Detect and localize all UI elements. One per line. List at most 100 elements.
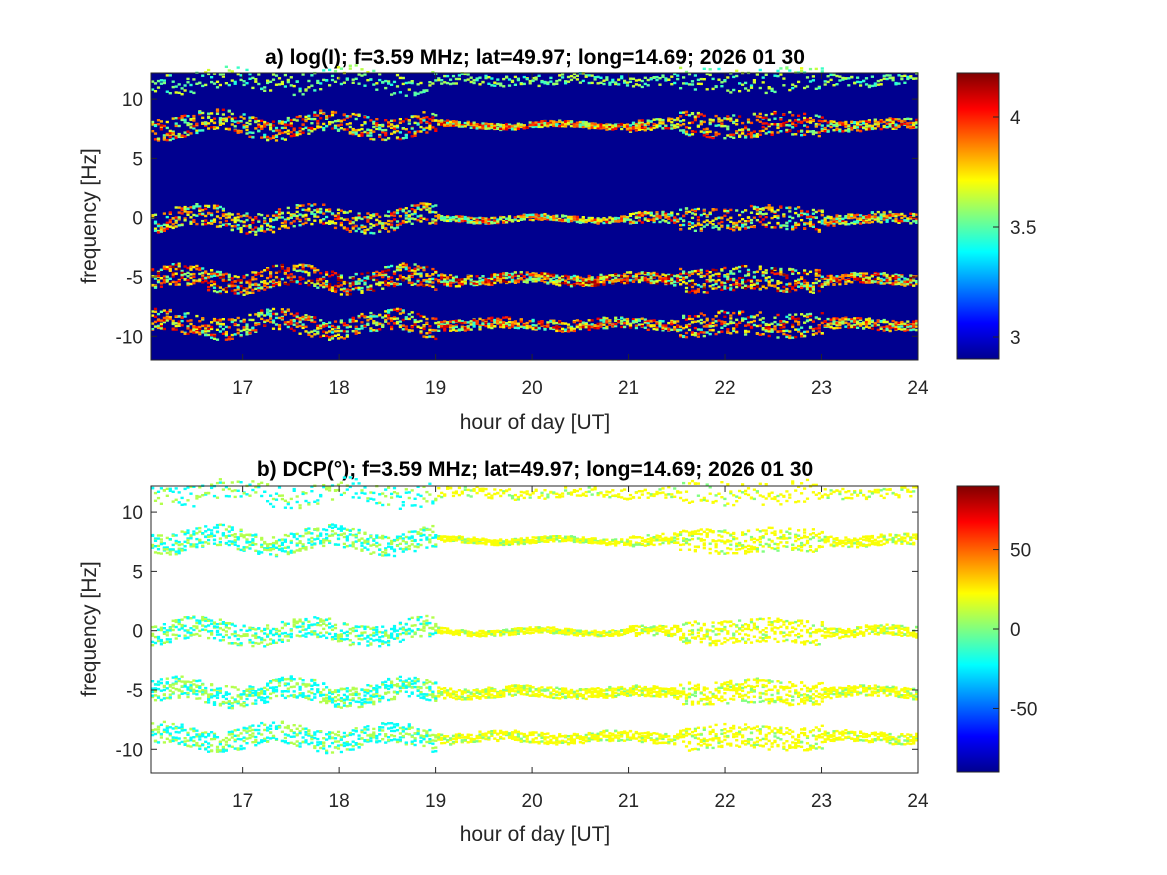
spectrum-cell <box>699 113 703 116</box>
spectrum-cell <box>263 281 267 284</box>
spectrum-cell <box>316 268 320 272</box>
spectrum-cell <box>292 267 296 270</box>
spectrum-cell <box>333 284 338 288</box>
spectrum-cell <box>156 137 161 140</box>
spectrum-cell <box>316 332 320 335</box>
spectrum-cell <box>859 272 863 275</box>
spectrum-cell <box>623 273 627 276</box>
spectrum-cell <box>443 279 447 283</box>
spectrum-cell <box>708 271 712 274</box>
spectrum-cell <box>696 272 700 276</box>
spectrum-cell <box>339 288 343 291</box>
spectrum-cell <box>596 219 600 222</box>
spectrum-cell <box>271 284 276 287</box>
spectrum-cell <box>841 217 845 220</box>
spectrum-cell <box>803 269 807 272</box>
spectrum-cell <box>325 221 329 225</box>
spectrum-cell <box>655 274 659 277</box>
spectrum-cell <box>257 123 261 126</box>
spectrum-cell <box>593 126 597 130</box>
spectrum-cell <box>699 271 703 274</box>
spectrum-cell <box>593 283 597 286</box>
spectrum-cell <box>867 128 871 131</box>
spectrum-cell <box>614 273 618 276</box>
spectrum-cell <box>505 273 509 277</box>
spectrum-cell <box>664 126 668 130</box>
spectrum-cell <box>292 323 296 326</box>
spectrum-cell <box>428 124 432 127</box>
spectrum-cell <box>761 129 765 132</box>
spectrum-cell <box>280 137 284 140</box>
spectrum-cell <box>682 219 686 222</box>
spectrum-cell <box>177 124 181 128</box>
spectrum-cell <box>575 215 579 219</box>
spectrum-cell <box>153 315 158 318</box>
spectrum-cell <box>339 67 343 70</box>
spectrum-cell <box>658 278 662 282</box>
spectrum-cell <box>906 77 910 81</box>
spectrum-cell <box>800 211 804 215</box>
spectrum-cell <box>555 121 559 124</box>
spectrum-cell <box>183 217 187 220</box>
spectrum-cell <box>416 265 420 268</box>
spectrum-cell <box>348 220 352 223</box>
spectrum-cell <box>507 218 512 221</box>
spectrum-cell <box>248 331 252 335</box>
spectrum-cell <box>705 135 709 139</box>
spectrum-cell <box>348 210 352 213</box>
spectrum-cell <box>909 216 913 219</box>
spectrum-cell <box>186 115 190 118</box>
spectrum-cell <box>522 279 526 282</box>
spectrum-cell <box>289 319 293 322</box>
spectrum-cell <box>201 208 205 212</box>
spectrum-cell <box>384 269 388 273</box>
spectrum-cell <box>738 90 742 93</box>
spectrum-cell <box>431 277 435 281</box>
spectrum-cell <box>732 222 736 225</box>
spectrum-cell <box>271 136 276 139</box>
spectrum-cell <box>791 86 795 90</box>
spectrum-cell <box>611 282 615 285</box>
spectrum-cell <box>572 277 576 280</box>
spectrum-cell <box>378 135 382 138</box>
spectrum-cell <box>811 130 815 133</box>
spectrum-cell <box>286 129 290 132</box>
spectrum-cell <box>263 217 267 220</box>
spectrum-cell <box>416 206 420 209</box>
spectrum-cell <box>634 79 638 82</box>
spectrum-cell <box>510 125 515 128</box>
spectrum-cell <box>708 73 712 77</box>
spectrum-cell <box>195 328 199 331</box>
spectrum-cell <box>844 280 848 283</box>
spectrum-cell <box>283 131 287 134</box>
spectrum-cell <box>422 217 426 220</box>
spectrum-cell <box>906 219 910 222</box>
spectrum-cell <box>758 207 762 211</box>
spectrum-cell <box>446 216 450 219</box>
spectrum-cell <box>212 218 217 221</box>
spectrum-cell <box>909 283 913 286</box>
spectrum-cell <box>151 130 155 133</box>
spectrum-cell <box>322 325 326 328</box>
spectrum-cell <box>717 272 721 275</box>
spectrum-cell <box>684 113 689 116</box>
spectrum-cell <box>829 78 833 82</box>
spectrum-cell <box>165 225 169 228</box>
spectrum-cell <box>749 84 754 87</box>
spectrum-cell <box>832 129 836 132</box>
spectrum-cell <box>221 223 225 226</box>
spectrum-cell <box>298 316 302 320</box>
spectrum-cell <box>496 275 500 278</box>
spectrum-cell <box>192 91 196 95</box>
spectrum-cell <box>507 215 512 218</box>
spectrum-cell <box>387 137 391 140</box>
spectrum-cell <box>251 276 255 279</box>
spectrum-cell <box>785 227 789 231</box>
spectrum-cell <box>882 125 886 128</box>
spectrum-cell <box>572 76 576 79</box>
spectrum-cell <box>271 265 276 268</box>
spectrum-cell <box>298 129 302 133</box>
spectrum-cell <box>628 213 633 216</box>
spectrum-cell <box>493 275 497 279</box>
spectrum-cell <box>605 78 609 81</box>
